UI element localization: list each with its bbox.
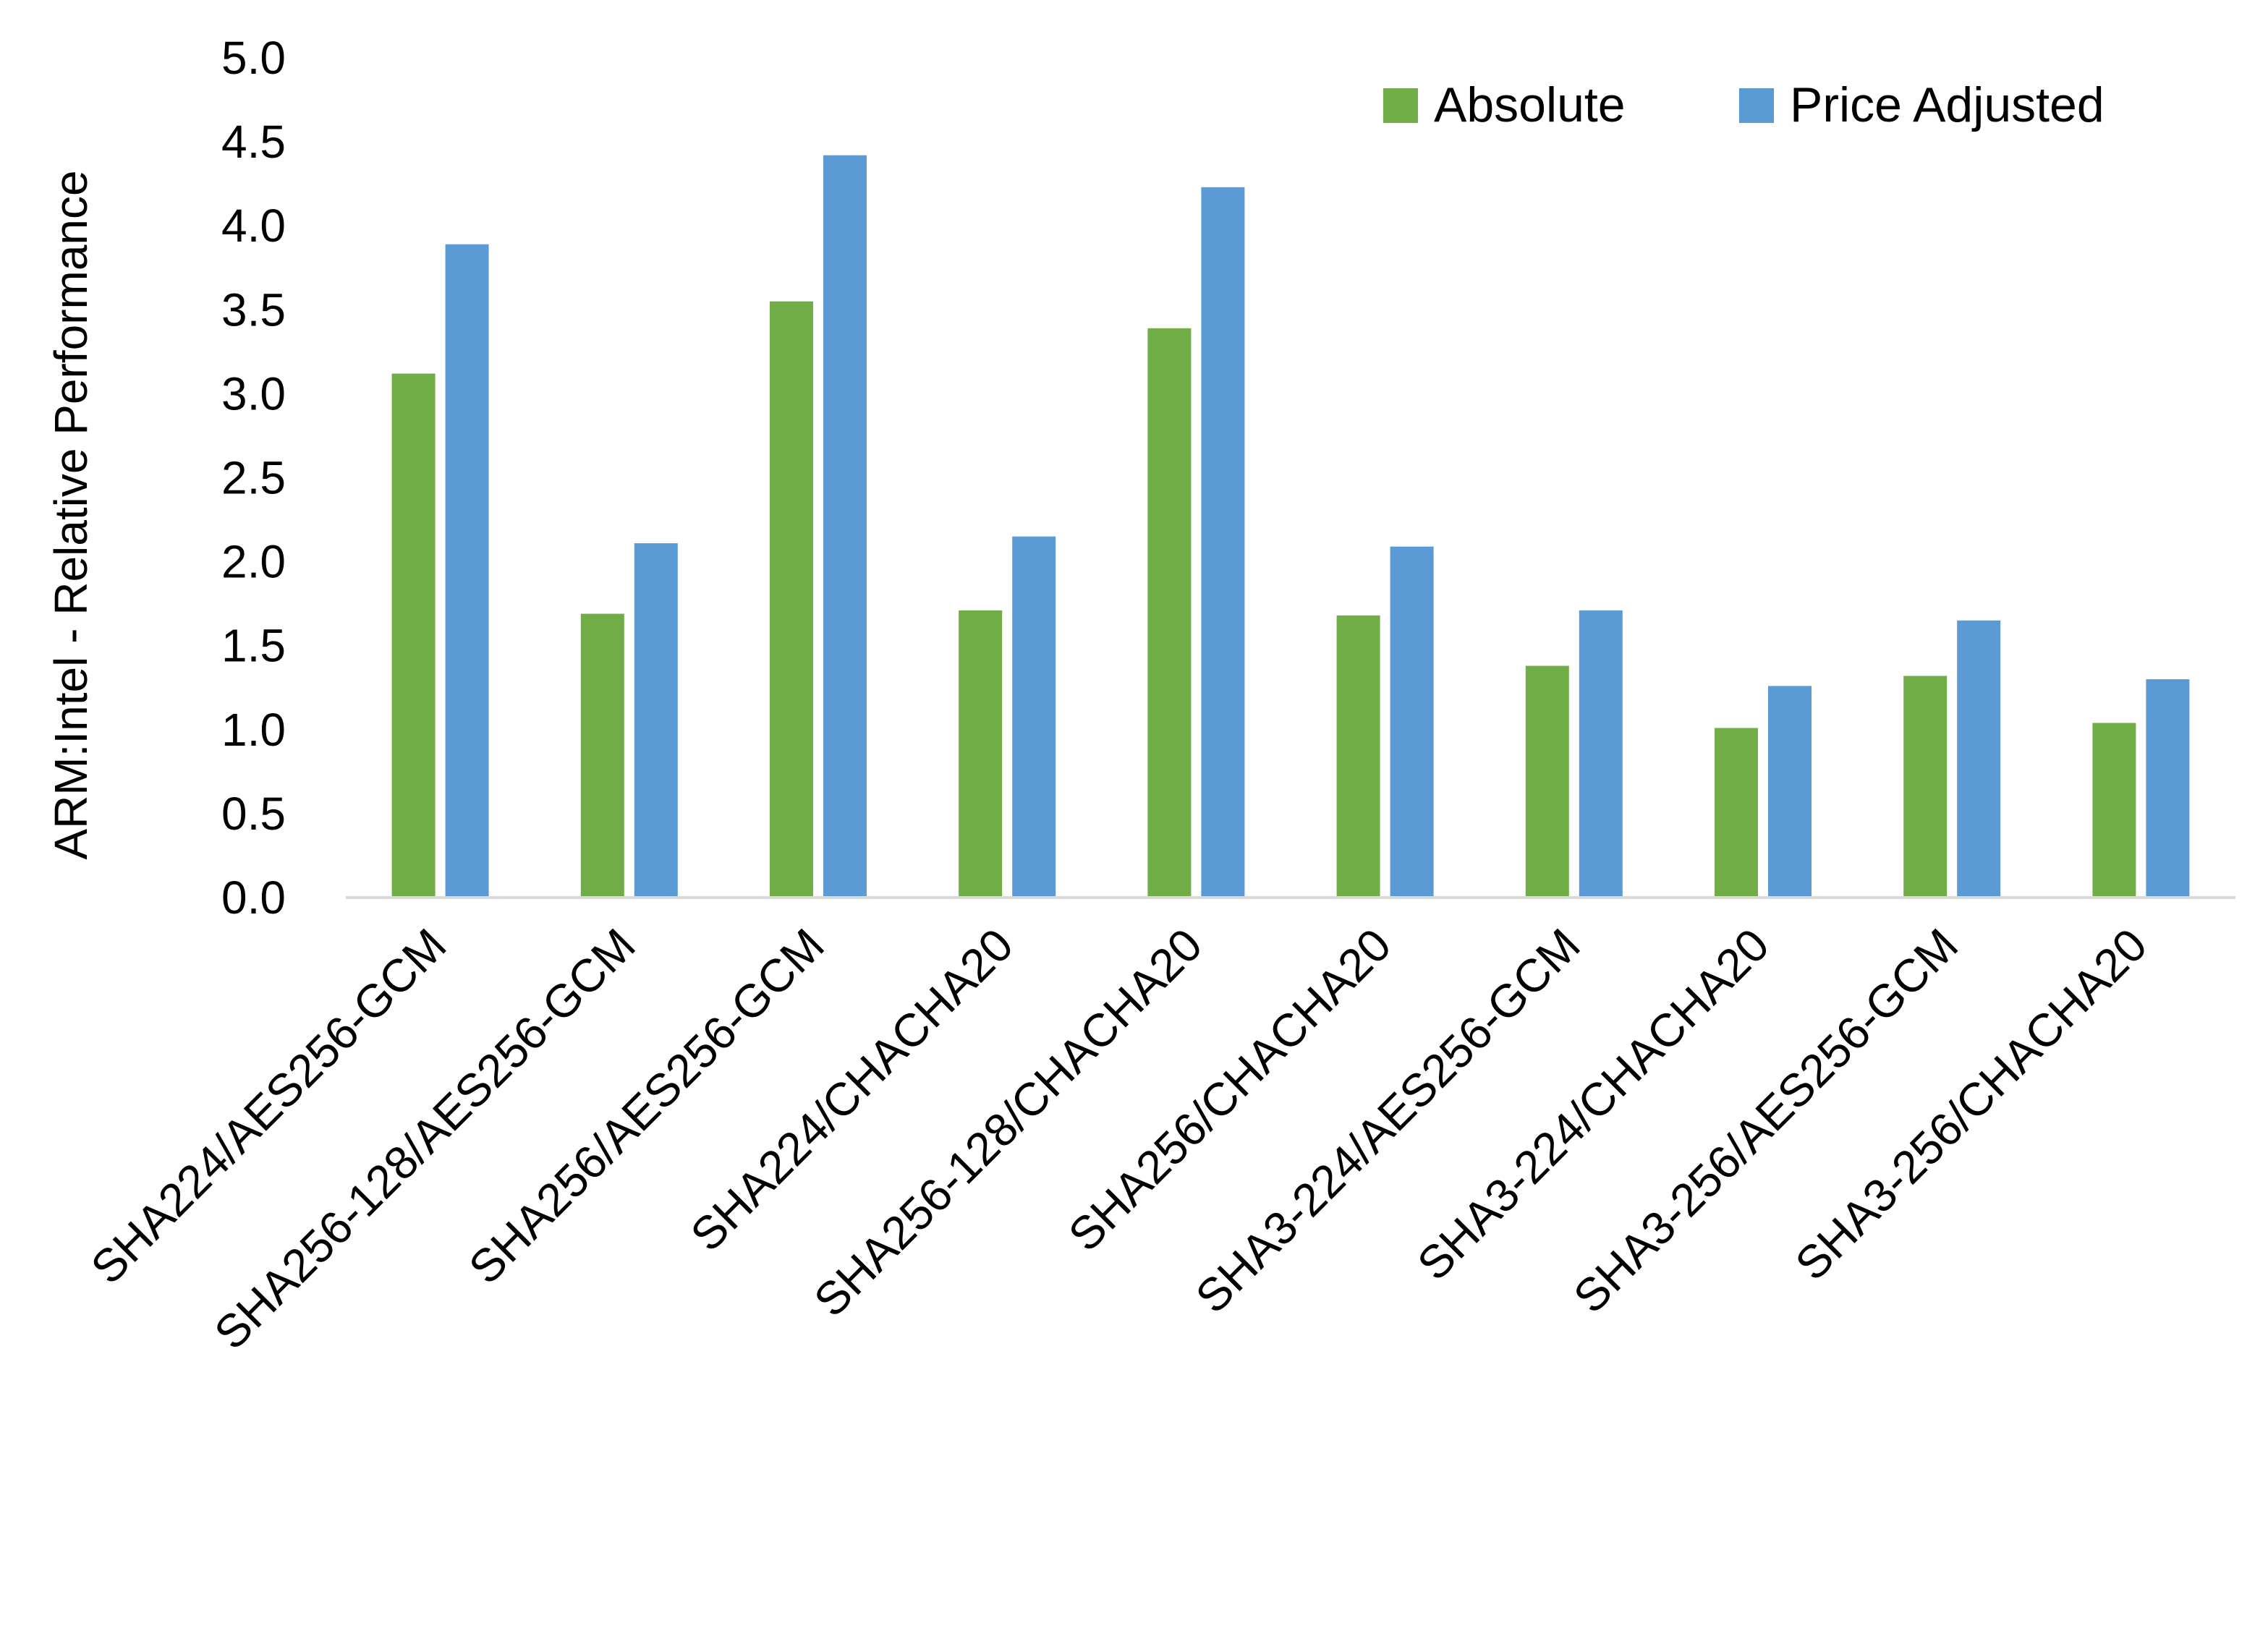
y-tick-label: 3.5 [221,284,286,336]
x-tick-label: SHA256/AES256-GCM [459,919,834,1294]
bar-price-adjusted [1579,610,1623,898]
bar-absolute [1147,328,1192,898]
bar-price-adjusted [634,543,678,898]
y-tick-label: 4.0 [221,200,286,252]
bar-price-adjusted [1201,187,1245,898]
bar-price-adjusted [1768,686,1812,898]
x-tick-label: SHA224/AES256-GCM [81,919,456,1294]
y-tick-label: 4.5 [221,116,286,168]
legend-swatch [1739,88,1774,123]
legend-swatch [1383,88,1418,123]
legend-label: Absolute [1434,77,1626,132]
y-tick-label: 1.0 [221,704,286,756]
x-tick-label: SHA256-128/CHACHA20 [804,919,1212,1326]
bar-price-adjusted [445,244,489,898]
x-tick-label: SHA3-256/CHACHA20 [1785,919,2157,1290]
bar-absolute [1336,615,1380,898]
bar-price-adjusted [823,155,867,898]
bar-absolute [1525,665,1569,898]
x-tick-label: SHA256/CHACHA20 [1058,919,1401,1261]
y-tick-label: 3.0 [221,367,286,419]
bar-price-adjusted [1012,536,1056,898]
y-axis-label: ARM:Intel - Relative Performance [45,170,97,859]
y-tick-label: 0.5 [221,788,286,840]
legend-label: Price Adjusted [1790,77,2105,132]
y-tick-label: 2.0 [221,536,286,588]
bar-absolute [1715,728,1758,898]
bar-price-adjusted [1957,620,2001,898]
x-tick-label: SHA3-224/CHACHA20 [1407,919,1779,1290]
bar-absolute [580,613,624,898]
y-tick-label: 5.0 [221,32,286,84]
x-tick-label: SHA224/CHACHA20 [681,919,1023,1261]
x-tick-label: SHA3-256/AES256-GCM [1563,919,1968,1323]
bar-price-adjusted [2146,679,2190,898]
bar-absolute [391,373,436,898]
bar-absolute [2092,723,2136,898]
bar-absolute [959,610,1003,898]
y-tick-label: 2.5 [221,452,286,504]
x-tick-label: SHA3-224/AES256-GCM [1186,919,1590,1323]
y-tick-label: 1.5 [221,620,286,672]
y-tick-label: 0.0 [221,872,286,924]
bar-price-adjusted [1390,546,1434,898]
bar-absolute [1903,676,1948,898]
bar-absolute [770,301,813,898]
